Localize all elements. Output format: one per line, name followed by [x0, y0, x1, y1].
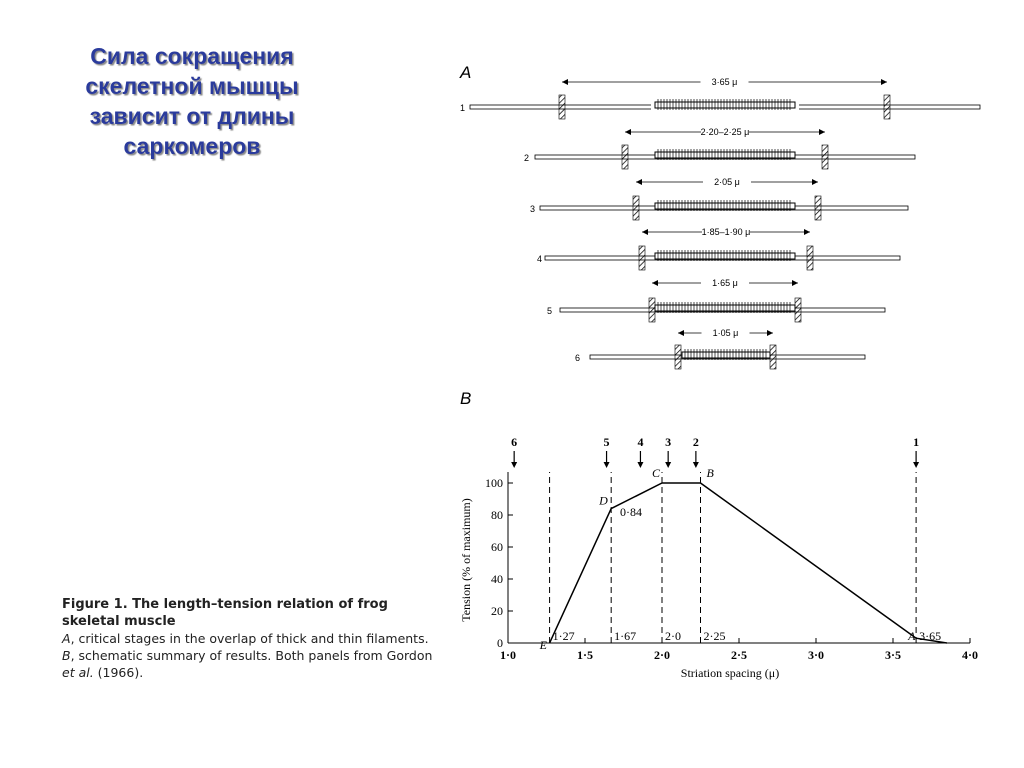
arrowhead	[913, 462, 920, 468]
caption-text: A	[62, 631, 71, 646]
y-tick-label: 80	[491, 508, 503, 522]
marker-label: 2·25	[704, 629, 726, 643]
stage-number: 6	[575, 353, 580, 363]
stage-number: 2	[524, 153, 529, 163]
title-line: зависит от длины	[90, 103, 295, 129]
y-tick-label: 60	[491, 540, 503, 554]
arrow-label: 1	[913, 435, 919, 449]
x-tick-label: 2·5	[731, 648, 747, 662]
z-disc	[674, 344, 682, 370]
caption: Figure 1. The length–tension relation of…	[62, 596, 434, 681]
title-line: Сила сокращения	[90, 43, 293, 69]
point-letter: B	[707, 466, 715, 480]
caption-text: (1966).	[93, 665, 144, 680]
z-disc	[821, 144, 829, 170]
stage-length: 1·65 μ	[712, 278, 738, 288]
caption-text: B	[62, 648, 71, 663]
z-disc	[632, 195, 640, 221]
arrowhead	[812, 179, 818, 185]
point-letter: C	[652, 466, 661, 480]
stage-number: 3	[530, 204, 535, 214]
arrowhead	[804, 229, 810, 235]
x-tick-label: 1·5	[577, 648, 593, 662]
stage-length: 2·20–2·25 μ	[701, 127, 750, 137]
marker-label: 2·0	[665, 629, 681, 643]
arrowhead	[511, 462, 518, 468]
arrowhead	[642, 229, 648, 235]
y-tick-label: 100	[485, 476, 503, 490]
arrowhead	[652, 280, 658, 286]
point-letter: E	[539, 638, 548, 652]
thick-filament	[654, 202, 796, 210]
y-tick-label: 0	[497, 636, 503, 650]
thick-filament	[654, 151, 796, 159]
x-tick-label: 3·0	[808, 648, 824, 662]
z-disc	[883, 94, 891, 120]
arrow-label: 2	[693, 435, 699, 449]
x-axis-label: Striation spacing (μ)	[681, 666, 779, 680]
thick-filament	[654, 101, 796, 109]
arrow-label: 3	[665, 435, 671, 449]
point-letter: D	[598, 494, 608, 508]
arrowhead	[562, 79, 568, 85]
x-tick-label: 1·0	[500, 648, 516, 662]
stage-length: 1·85–1·90 μ	[702, 227, 751, 237]
marker-label: 1·27	[553, 629, 575, 643]
panel-label: B	[460, 389, 471, 408]
x-tick-label: 2·0	[654, 648, 670, 662]
caption-text: , schematic summary of results. Both pan…	[70, 648, 433, 663]
arrow-label: 4	[637, 435, 643, 449]
stage-number: 4	[537, 254, 542, 264]
marker-label: 1·67	[614, 629, 636, 643]
z-disc	[814, 195, 822, 221]
y-tick-label: 40	[491, 572, 503, 586]
z-disc	[648, 297, 656, 323]
z-disc	[769, 344, 777, 370]
z-disc	[621, 144, 629, 170]
caption-text: , critical stages in the overlap of thic…	[70, 631, 429, 646]
tension-curve	[548, 482, 948, 644]
z-disc	[558, 94, 566, 120]
caption-text: et al.	[62, 665, 94, 680]
arrowhead	[625, 129, 631, 135]
arrowhead	[678, 330, 684, 336]
thick-filament	[654, 252, 796, 260]
arrowhead	[603, 462, 610, 468]
x-tick-label: 4·0	[962, 648, 978, 662]
y-tick-label: 20	[491, 604, 503, 618]
arrowhead	[819, 129, 825, 135]
arrowhead	[767, 330, 773, 336]
point-letter: A	[907, 629, 916, 643]
stage-number: 1	[460, 103, 465, 113]
title-line: скелетной мышцы	[85, 73, 298, 99]
stage-length: 1·05 μ	[713, 328, 739, 338]
z-disc	[794, 297, 802, 323]
arrow-label: 5	[604, 435, 610, 449]
title-line: саркомеров	[124, 133, 261, 159]
z-disc	[806, 245, 814, 271]
annotation: 0·84	[620, 505, 642, 519]
arrowhead	[692, 462, 699, 468]
z-disc	[638, 245, 646, 271]
arrow-label: 6	[511, 435, 517, 449]
panel-label: A	[459, 63, 471, 82]
x-tick-label: 3·5	[885, 648, 901, 662]
stage-length: 2·05 μ	[714, 177, 740, 187]
arrowhead	[637, 462, 644, 468]
caption-heading: Figure 1. The length–tension relation of…	[62, 597, 388, 629]
arrowhead	[881, 79, 887, 85]
arrowhead	[636, 179, 642, 185]
y-axis-label: Tension (% of maximum)	[459, 498, 473, 621]
stage-number: 5	[547, 306, 552, 316]
arrowhead	[792, 280, 798, 286]
arrowhead	[665, 462, 672, 468]
stage-length: 3·65 μ	[712, 77, 738, 87]
